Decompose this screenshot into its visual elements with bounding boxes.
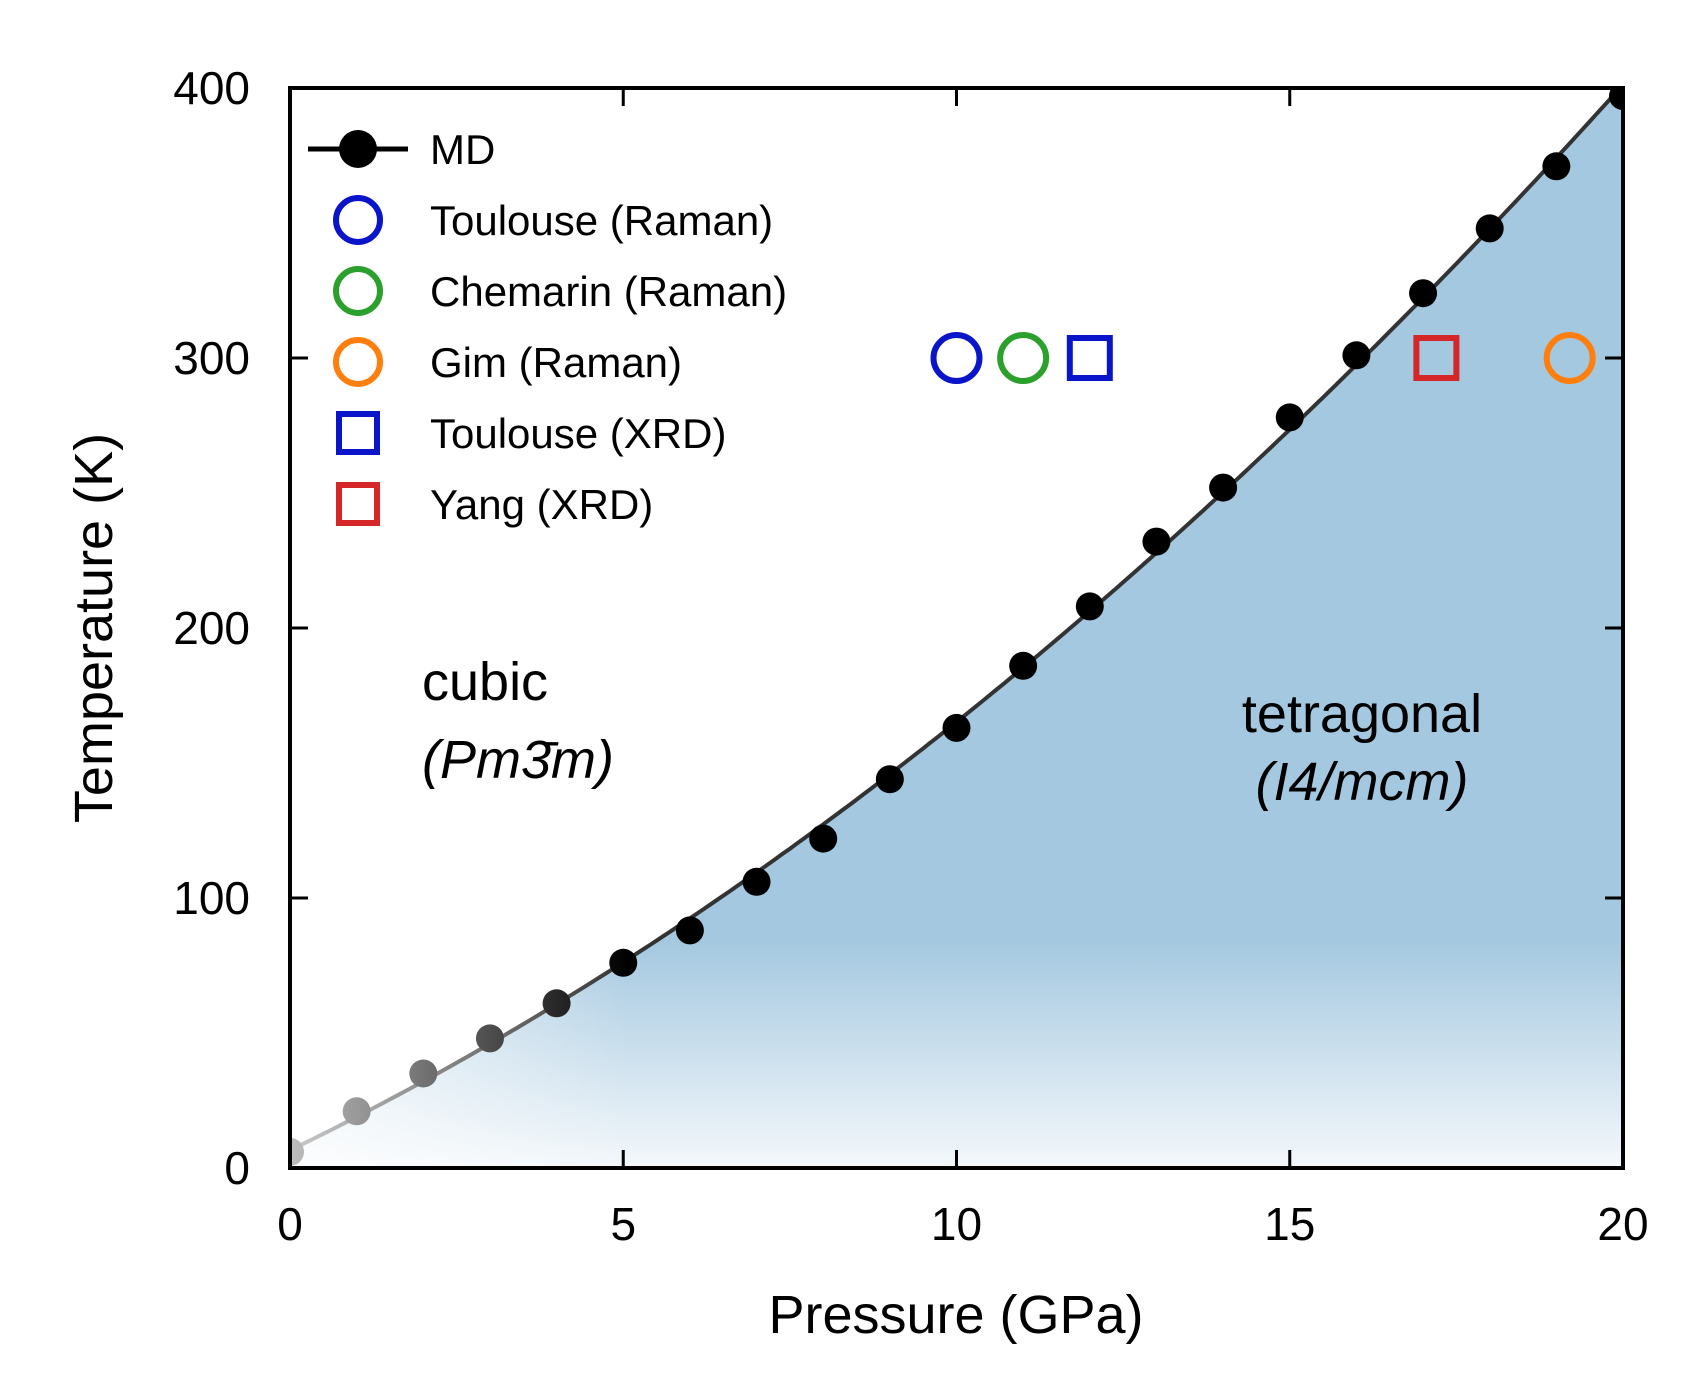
y-tick-label: 400 xyxy=(173,62,250,114)
legend-marker-yang-xrd xyxy=(336,482,380,526)
legend-label-chemarin-raman: Chemarin (Raman) xyxy=(430,268,787,315)
x-tick-label: 5 xyxy=(610,1198,636,1250)
tetragonal-phase-label: tetragonal xyxy=(1242,684,1482,744)
x-tick-label: 15 xyxy=(1264,1198,1315,1250)
legend-marker-toulouse-raman xyxy=(333,195,383,245)
md-point xyxy=(1275,403,1304,432)
legend-marker-gim-raman xyxy=(333,337,383,387)
md-point xyxy=(1009,651,1038,680)
md-point xyxy=(742,867,771,896)
cubic-space-group-label: (Pm3̄m) xyxy=(422,730,614,790)
y-tick-label: 100 xyxy=(173,872,250,924)
tetragonal-space-group-label: (I4/mcm) xyxy=(1256,752,1469,812)
marker-toulouse-xrd xyxy=(1066,335,1113,381)
experimental-markers-group xyxy=(930,332,1596,384)
legend-md-marker xyxy=(339,130,377,168)
md-point xyxy=(1609,88,1623,111)
legend-label-gim-raman: Gim (Raman) xyxy=(430,339,682,386)
marker-gim-raman xyxy=(1543,332,1596,384)
tetragonal-region-fill xyxy=(290,88,1623,1168)
x-tick-label: 10 xyxy=(931,1198,982,1250)
legend-label-toulouse-raman: Toulouse (Raman) xyxy=(430,197,773,244)
y-tick-label: 0 xyxy=(224,1142,250,1194)
md-point xyxy=(1209,473,1238,502)
low-temperature-fade-overlay xyxy=(288,900,628,1168)
marker-yang-xrd xyxy=(1413,335,1460,381)
legend-marker-chemarin-raman xyxy=(333,266,383,316)
md-point xyxy=(1075,592,1104,621)
md-point xyxy=(1542,152,1571,181)
y-tick-label: 300 xyxy=(173,332,250,384)
cubic-phase-label: cubic xyxy=(422,652,548,712)
marker-toulouse-raman xyxy=(930,332,983,384)
legend-marker-toulouse-xrd xyxy=(336,411,380,455)
md-point xyxy=(1409,279,1438,308)
legend-label-toulouse-xrd: Toulouse (XRD) xyxy=(430,410,726,457)
md-point xyxy=(1142,527,1171,556)
md-point xyxy=(875,765,904,794)
md-point xyxy=(942,713,971,742)
legend-label-md: MD xyxy=(430,126,495,173)
md-point xyxy=(1475,214,1504,243)
legend-label-yang-xrd: Yang (XRD) xyxy=(430,481,653,528)
md-point xyxy=(809,824,838,853)
md-point xyxy=(1342,341,1371,370)
x-axis-title: Pressure (GPa) xyxy=(768,1285,1143,1345)
x-tick-label: 20 xyxy=(1597,1198,1648,1250)
x-tick-label: 0 xyxy=(277,1198,303,1250)
marker-chemarin-raman xyxy=(997,332,1050,384)
md-point xyxy=(675,916,704,945)
y-tick-label: 200 xyxy=(173,602,250,654)
legend: MD Toulouse (Raman) Chemarin (Raman) Gim (R… xyxy=(308,126,787,528)
y-axis-title: Temperature (K) xyxy=(64,433,124,823)
